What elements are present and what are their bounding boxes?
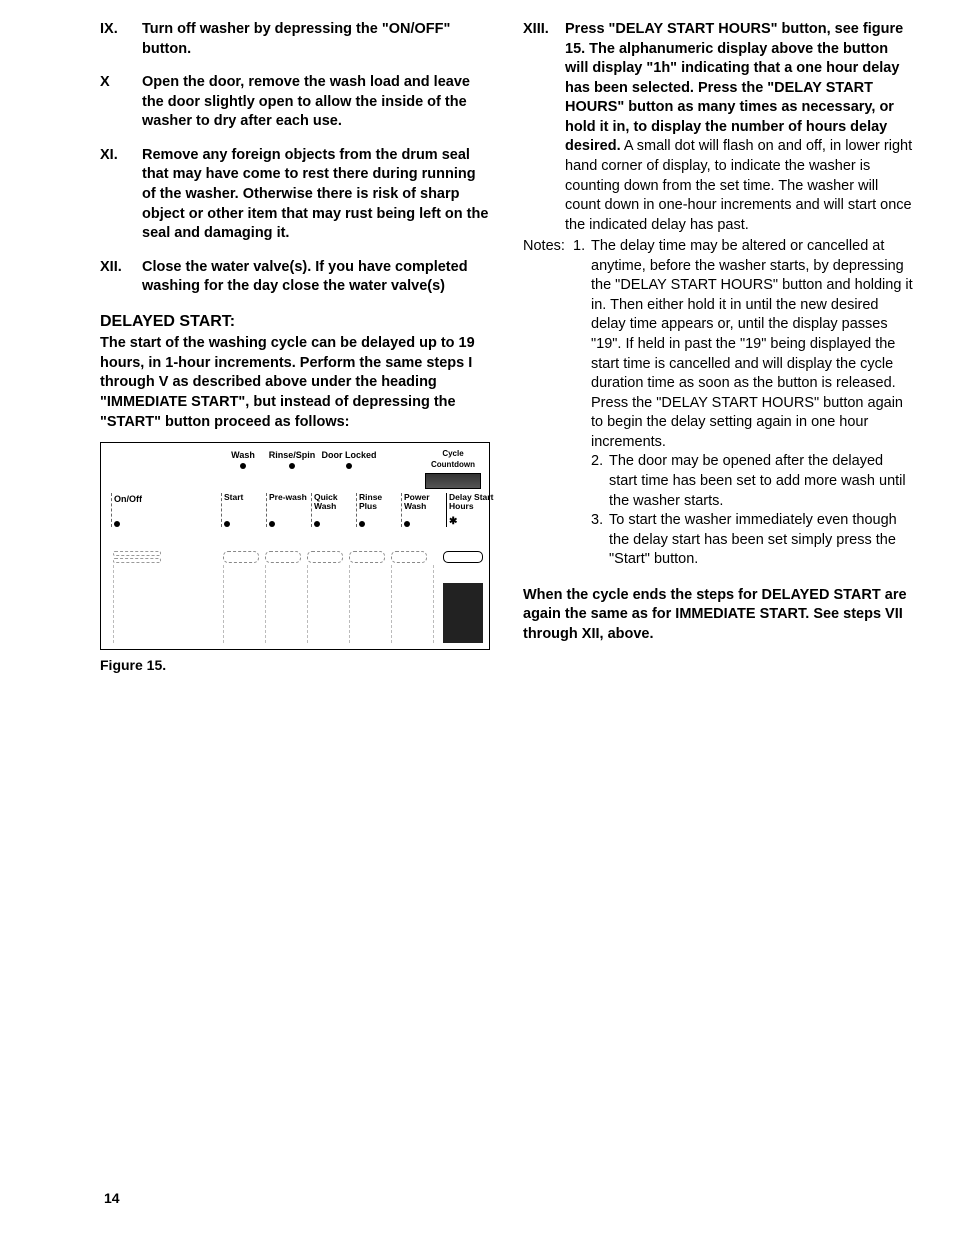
button-delay-start: Delay Start Hours ✱ [446, 493, 497, 527]
indicator-door-locked: Door Locked [319, 449, 379, 469]
left-column: IX. Turn off washer by depressing the "O… [100, 20, 491, 675]
indicator-rinse-spin: Rinse/Spin [265, 449, 319, 469]
button-powerwash: Power Wash [401, 493, 444, 527]
sun-icon: ✱ [449, 517, 457, 528]
cycle-countdown-display: Cycle Countdown [425, 449, 481, 489]
indicator-label: Door Locked [319, 449, 379, 461]
button-label: Quick Wash [314, 492, 338, 511]
button-shape [389, 551, 429, 563]
indicator-dot-icon [114, 521, 120, 527]
notes-label: Notes: [523, 237, 573, 452]
right-column: XIII. Press "DELAY START HOURS" button, … [523, 20, 914, 675]
item-text: Close the water valve(s). If you have co… [142, 258, 491, 297]
button-label: Delay Start Hours [449, 492, 493, 511]
onoff-text: On/Off [114, 494, 142, 504]
indicator-wash: Wash [221, 449, 265, 469]
indicator-label: Wash [221, 449, 265, 461]
indicator-dot-icon [224, 521, 230, 527]
indicator-dot-icon [314, 521, 320, 527]
button-label: Power Wash [404, 492, 430, 511]
delayed-start-heading: DELAYED START: [100, 311, 491, 333]
item-num: XI. [100, 146, 142, 244]
item-num: XIII. [523, 20, 565, 235]
xiii-bold: Press "DELAY START HOURS" button, see fi… [565, 21, 903, 154]
indicator-label: Rinse/Spin [265, 449, 319, 461]
ending-para: When the cycle ends the steps for DELAYE… [523, 586, 914, 645]
button-shape [263, 551, 303, 563]
delayed-start-para: The start of the washing cycle can be de… [100, 334, 491, 432]
button-label: Pre-wash [269, 492, 307, 502]
note-num: 1. [573, 237, 591, 452]
button-quickwash: Quick Wash [311, 493, 354, 527]
button-start: Start [221, 493, 264, 527]
indicator-dot-icon [240, 463, 246, 469]
note-text: The delay time may be altered or cancell… [591, 237, 914, 452]
item-num: IX. [100, 20, 142, 59]
button-shape [221, 551, 261, 563]
indicator-dot-icon [346, 463, 352, 469]
item-text: Open the door, remove the wash load and … [142, 73, 491, 132]
note-text: To start the washer immediately even tho… [609, 511, 914, 570]
item-num: X [100, 73, 142, 132]
indicator-dot-icon [289, 463, 295, 469]
button-shape [347, 551, 387, 563]
item-num: XII. [100, 258, 142, 297]
indicator-dot-icon [359, 521, 365, 527]
button-shape [305, 551, 345, 563]
cycle-label: Cycle Countdown [425, 449, 481, 471]
indicator-dot-icon [404, 521, 410, 527]
button-shape [443, 551, 483, 563]
item-text: Turn off washer by depressing the "ON/OF… [142, 20, 491, 59]
page-number: 14 [104, 1190, 120, 1206]
control-panel-diagram: Wash Rinse/Spin Door Locked [100, 442, 490, 650]
display-icon [425, 473, 481, 489]
button-label: Start [224, 492, 243, 502]
figure-15: Wash Rinse/Spin Door Locked [100, 442, 490, 675]
indicator-dot-icon [269, 521, 275, 527]
button-label: Rinse Plus [359, 492, 382, 511]
figure-caption: Figure 15. [100, 656, 490, 675]
onoff-button-label: On/Off [111, 493, 164, 527]
button-prewash: Pre-wash [266, 493, 309, 527]
note-text: The door may be opened after the delayed… [609, 452, 914, 511]
dark-panel-icon [443, 583, 483, 643]
button-shape [113, 551, 161, 565]
item-text: Remove any foreign objects from the drum… [142, 146, 491, 244]
button-rinseplus: Rinse Plus [356, 493, 399, 527]
